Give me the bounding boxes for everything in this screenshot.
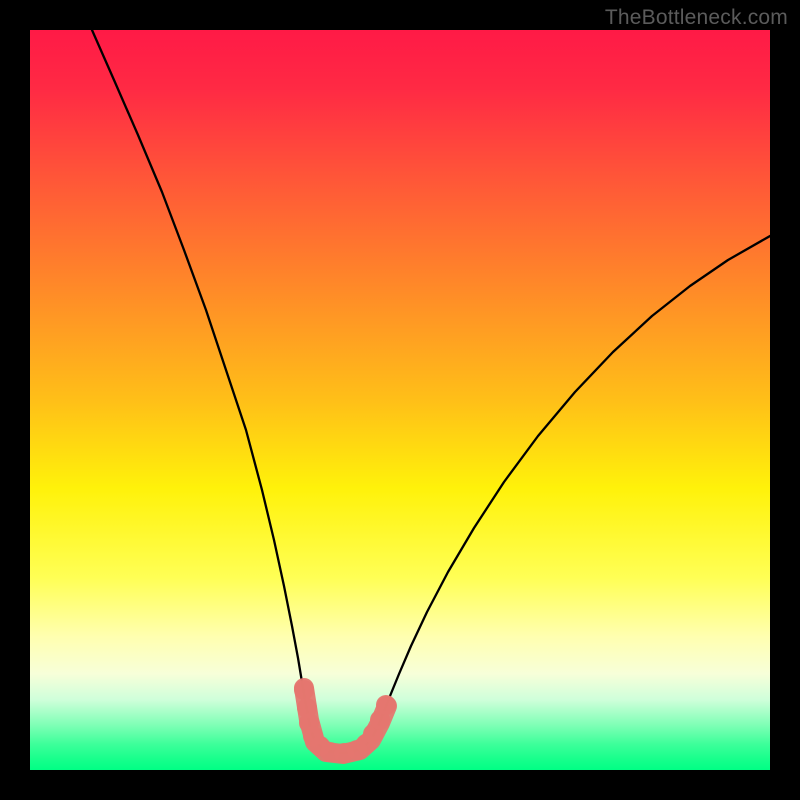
chart-container: TheBottleneck.com xyxy=(0,0,800,800)
watermark-text: TheBottleneck.com xyxy=(605,6,788,30)
plot-svg xyxy=(30,30,770,770)
